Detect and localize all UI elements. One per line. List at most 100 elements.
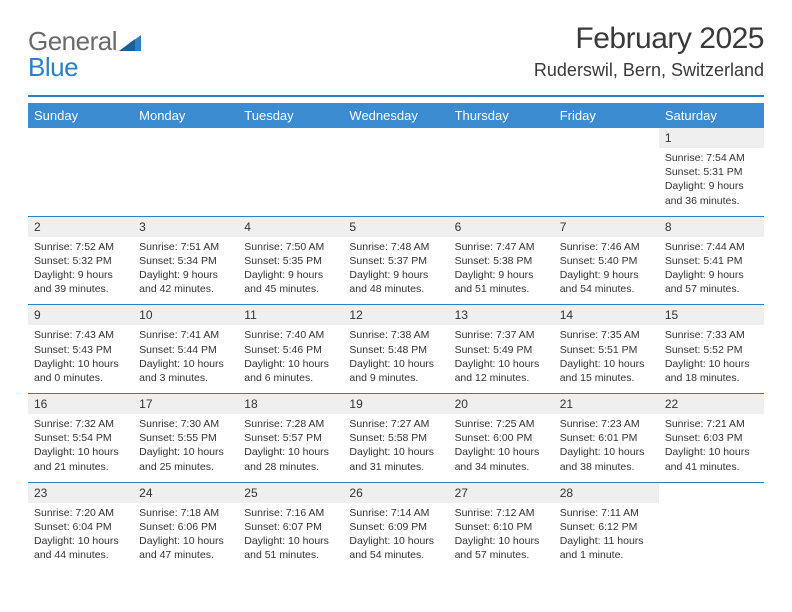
sunrise-text: Sunrise: 7:52 AM xyxy=(34,240,127,254)
sunrise-text: Sunrise: 7:28 AM xyxy=(244,417,337,431)
sunrise-text: Sunrise: 7:32 AM xyxy=(34,417,127,431)
sunset-text: Sunset: 6:10 PM xyxy=(455,520,548,534)
day-detail-cell xyxy=(659,503,764,571)
day-detail-cell: Sunrise: 7:40 AMSunset: 5:46 PMDaylight:… xyxy=(238,325,343,393)
calendar-page: General February 2025 Ruderswil, Bern, S… xyxy=(0,0,792,612)
day-number-cell: 5 xyxy=(343,216,448,237)
day-detail-row: Sunrise: 7:54 AMSunset: 5:31 PMDaylight:… xyxy=(28,148,764,216)
weekday-header: Thursday xyxy=(449,103,554,128)
daylight-text: Daylight: 10 hours and 6 minutes. xyxy=(244,357,337,385)
sunrise-text: Sunrise: 7:50 AM xyxy=(244,240,337,254)
day-detail-cell xyxy=(133,148,238,216)
day-number-row: 16171819202122 xyxy=(28,394,764,415)
day-number-cell: 9 xyxy=(28,305,133,326)
day-number-cell xyxy=(238,128,343,148)
sunrise-text: Sunrise: 7:16 AM xyxy=(244,506,337,520)
day-number-cell: 22 xyxy=(659,394,764,415)
day-number-cell: 20 xyxy=(449,394,554,415)
sunset-text: Sunset: 5:51 PM xyxy=(560,343,653,357)
daylight-text: Daylight: 10 hours and 57 minutes. xyxy=(455,534,548,562)
weekday-header: Wednesday xyxy=(343,103,448,128)
sunrise-text: Sunrise: 7:46 AM xyxy=(560,240,653,254)
daylight-text: Daylight: 10 hours and 0 minutes. xyxy=(34,357,127,385)
sunrise-text: Sunrise: 7:41 AM xyxy=(139,328,232,342)
sunset-text: Sunset: 5:49 PM xyxy=(455,343,548,357)
weekday-header-row: Sunday Monday Tuesday Wednesday Thursday… xyxy=(28,103,764,128)
day-detail-cell xyxy=(554,148,659,216)
day-detail-cell: Sunrise: 7:48 AMSunset: 5:37 PMDaylight:… xyxy=(343,237,448,305)
sunrise-text: Sunrise: 7:43 AM xyxy=(34,328,127,342)
sunrise-text: Sunrise: 7:51 AM xyxy=(139,240,232,254)
top-divider xyxy=(28,95,764,97)
sunset-text: Sunset: 5:34 PM xyxy=(139,254,232,268)
day-number-cell: 11 xyxy=(238,305,343,326)
day-number-cell xyxy=(554,128,659,148)
logo-word-2: Blue xyxy=(28,52,78,82)
daylight-text: Daylight: 10 hours and 44 minutes. xyxy=(34,534,127,562)
day-detail-row: Sunrise: 7:20 AMSunset: 6:04 PMDaylight:… xyxy=(28,503,764,571)
day-detail-cell: Sunrise: 7:28 AMSunset: 5:57 PMDaylight:… xyxy=(238,414,343,482)
daylight-text: Daylight: 10 hours and 3 minutes. xyxy=(139,357,232,385)
sunrise-text: Sunrise: 7:37 AM xyxy=(455,328,548,342)
daylight-text: Daylight: 10 hours and 34 minutes. xyxy=(455,445,548,473)
sunset-text: Sunset: 6:00 PM xyxy=(455,431,548,445)
day-number-cell: 21 xyxy=(554,394,659,415)
daylight-text: Daylight: 10 hours and 9 minutes. xyxy=(349,357,442,385)
day-number-cell xyxy=(659,482,764,503)
daylight-text: Daylight: 10 hours and 12 minutes. xyxy=(455,357,548,385)
day-number-cell: 16 xyxy=(28,394,133,415)
page-subtitle: Ruderswil, Bern, Switzerland xyxy=(534,60,764,81)
day-detail-cell: Sunrise: 7:16 AMSunset: 6:07 PMDaylight:… xyxy=(238,503,343,571)
day-number-cell: 17 xyxy=(133,394,238,415)
day-detail-cell: Sunrise: 7:32 AMSunset: 5:54 PMDaylight:… xyxy=(28,414,133,482)
day-number-row: 1 xyxy=(28,128,764,148)
day-detail-cell xyxy=(449,148,554,216)
weekday-header: Sunday xyxy=(28,103,133,128)
day-detail-cell: Sunrise: 7:25 AMSunset: 6:00 PMDaylight:… xyxy=(449,414,554,482)
sunset-text: Sunset: 6:01 PM xyxy=(560,431,653,445)
daylight-text: Daylight: 10 hours and 47 minutes. xyxy=(139,534,232,562)
daylight-text: Daylight: 9 hours and 45 minutes. xyxy=(244,268,337,296)
day-detail-cell: Sunrise: 7:11 AMSunset: 6:12 PMDaylight:… xyxy=(554,503,659,571)
sunrise-text: Sunrise: 7:30 AM xyxy=(139,417,232,431)
day-detail-cell: Sunrise: 7:54 AMSunset: 5:31 PMDaylight:… xyxy=(659,148,764,216)
sunrise-text: Sunrise: 7:35 AM xyxy=(560,328,653,342)
daylight-text: Daylight: 9 hours and 57 minutes. xyxy=(665,268,758,296)
daylight-text: Daylight: 10 hours and 41 minutes. xyxy=(665,445,758,473)
day-number-cell: 10 xyxy=(133,305,238,326)
sunset-text: Sunset: 5:38 PM xyxy=(455,254,548,268)
day-number-cell: 26 xyxy=(343,482,448,503)
sunset-text: Sunset: 6:07 PM xyxy=(244,520,337,534)
sunrise-text: Sunrise: 7:11 AM xyxy=(560,506,653,520)
day-detail-cell: Sunrise: 7:18 AMSunset: 6:06 PMDaylight:… xyxy=(133,503,238,571)
sunset-text: Sunset: 6:03 PM xyxy=(665,431,758,445)
daylight-text: Daylight: 9 hours and 48 minutes. xyxy=(349,268,442,296)
sunset-text: Sunset: 5:32 PM xyxy=(34,254,127,268)
day-detail-cell: Sunrise: 7:47 AMSunset: 5:38 PMDaylight:… xyxy=(449,237,554,305)
sunrise-text: Sunrise: 7:23 AM xyxy=(560,417,653,431)
day-number-cell: 15 xyxy=(659,305,764,326)
sunrise-text: Sunrise: 7:40 AM xyxy=(244,328,337,342)
sunset-text: Sunset: 5:44 PM xyxy=(139,343,232,357)
day-number-cell: 8 xyxy=(659,216,764,237)
title-block: February 2025 Ruderswil, Bern, Switzerla… xyxy=(534,22,764,81)
day-number-cell: 1 xyxy=(659,128,764,148)
day-detail-cell: Sunrise: 7:27 AMSunset: 5:58 PMDaylight:… xyxy=(343,414,448,482)
sunrise-text: Sunrise: 7:48 AM xyxy=(349,240,442,254)
day-detail-cell: Sunrise: 7:23 AMSunset: 6:01 PMDaylight:… xyxy=(554,414,659,482)
sunset-text: Sunset: 6:09 PM xyxy=(349,520,442,534)
sunset-text: Sunset: 5:48 PM xyxy=(349,343,442,357)
day-detail-cell: Sunrise: 7:46 AMSunset: 5:40 PMDaylight:… xyxy=(554,237,659,305)
daylight-text: Daylight: 10 hours and 28 minutes. xyxy=(244,445,337,473)
sunrise-text: Sunrise: 7:38 AM xyxy=(349,328,442,342)
sunrise-text: Sunrise: 7:44 AM xyxy=(665,240,758,254)
daylight-text: Daylight: 10 hours and 21 minutes. xyxy=(34,445,127,473)
sunrise-text: Sunrise: 7:33 AM xyxy=(665,328,758,342)
daylight-text: Daylight: 10 hours and 31 minutes. xyxy=(349,445,442,473)
day-number-cell: 14 xyxy=(554,305,659,326)
day-number-cell: 7 xyxy=(554,216,659,237)
day-number-cell: 25 xyxy=(238,482,343,503)
sunset-text: Sunset: 5:37 PM xyxy=(349,254,442,268)
day-detail-cell: Sunrise: 7:38 AMSunset: 5:48 PMDaylight:… xyxy=(343,325,448,393)
day-detail-cell: Sunrise: 7:50 AMSunset: 5:35 PMDaylight:… xyxy=(238,237,343,305)
